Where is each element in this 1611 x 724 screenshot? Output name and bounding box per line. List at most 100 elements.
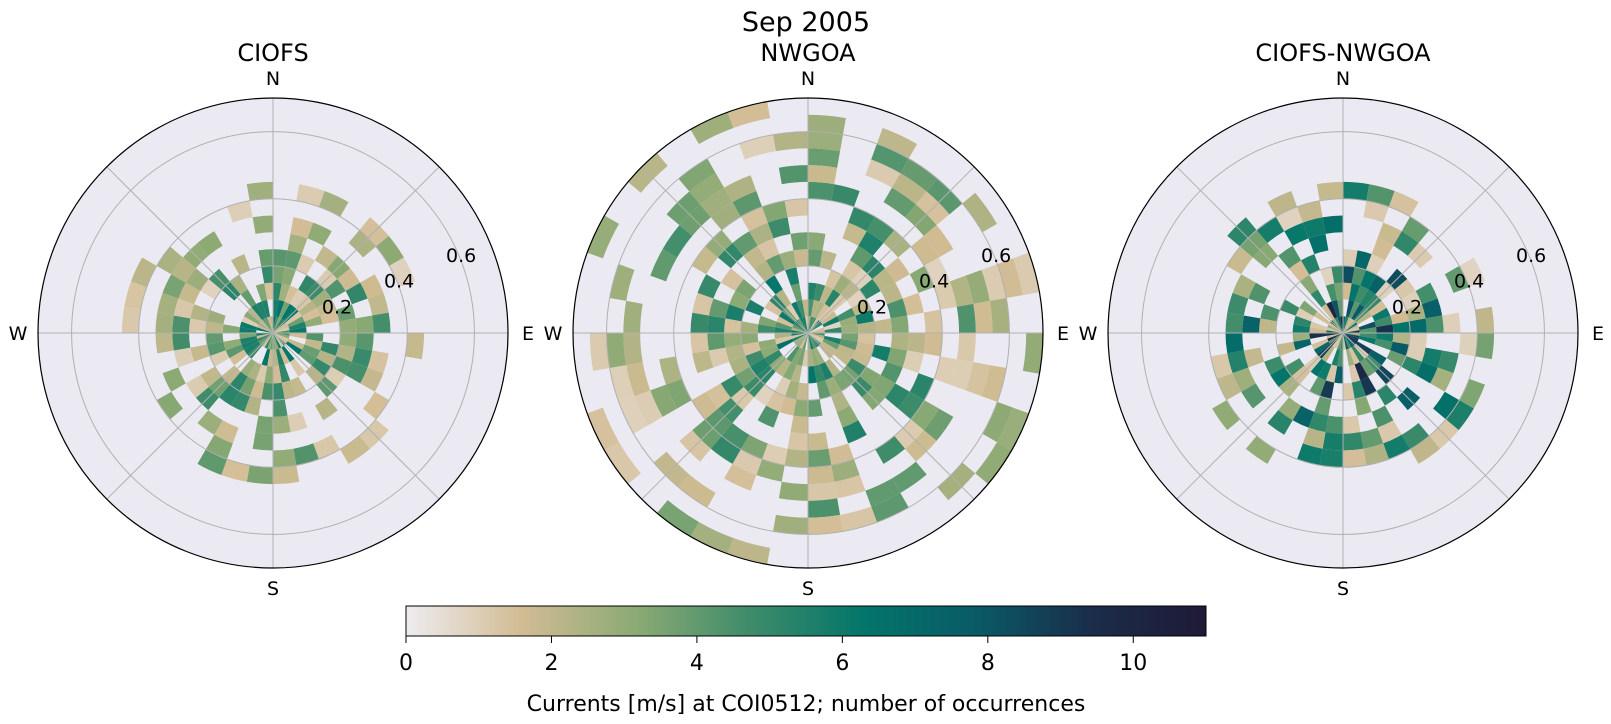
histogram-bin [710,435,741,464]
histogram-bin [250,380,265,400]
histogram-bin [278,364,291,383]
histogram-bin [1383,434,1411,460]
histogram-bin [1421,347,1443,368]
histogram-bin [1458,333,1478,357]
histogram-bin [281,303,295,321]
histogram-bin [831,184,860,207]
histogram-bin [173,347,195,368]
histogram-bin [1343,333,1346,350]
histogram-bin [221,459,250,482]
histogram-bin [848,206,876,232]
histogram-bin [720,268,744,292]
histogram-bin [1343,382,1355,401]
histogram-bin [650,384,678,417]
histogram-bin [732,231,758,256]
angular-grid-line [1342,166,1510,334]
histogram-bin [871,143,909,174]
histogram-bin [1406,344,1426,362]
histogram-bin [1337,349,1343,367]
histogram-bin [124,281,147,310]
histogram-bin [1390,341,1410,356]
radial-tick-label: 0.4 [1454,271,1484,293]
histogram-bin [720,374,744,398]
histogram-bin [808,333,814,350]
histogram-bin [1295,307,1314,322]
direction-label: W [1079,323,1098,345]
histogram-bin [813,283,826,302]
angular-grid-line [1176,332,1344,500]
histogram-bin [1343,316,1349,333]
histogram-bin [1297,200,1323,223]
histogram-bin [808,317,817,333]
histogram-bin [764,300,783,317]
histogram-bin [1331,265,1343,284]
histogram-bin [345,282,368,305]
histogram-bin [246,465,273,485]
histogram-bin [339,333,357,348]
histogram-bin [1316,181,1343,201]
histogram-bin [273,330,290,333]
histogram-bin [1386,350,1407,367]
histogram-bin [1337,299,1343,317]
histogram-bin [1309,327,1327,333]
histogram-bin [289,358,306,377]
histogram-bin [1442,312,1461,333]
histogram-bin [808,333,811,350]
histogram-bin [243,311,261,325]
histogram-bin [808,333,823,344]
histogram-bin [1475,333,1495,360]
direction-label: N [1336,68,1350,90]
histogram-bin [273,318,284,333]
histogram-bin [828,443,854,466]
histogram-bin [662,225,693,258]
histogram-bin [779,396,797,416]
histogram-bin [758,315,777,328]
histogram-bin [1368,300,1387,317]
histogram-bin [813,347,825,365]
histogram-bin [816,380,831,400]
histogram-bin [729,355,750,375]
colorbar-tick-label: 10 [1119,651,1147,676]
histogram-bin [290,376,307,397]
histogram-bin [1348,347,1360,365]
colorbar-gradient [405,605,1207,637]
histogram-bin [1232,274,1256,299]
histogram-bin [1332,318,1343,333]
histogram-bin [1401,355,1422,375]
histogram-bin [834,474,866,499]
histogram-bin [1343,316,1346,333]
histogram-bin [880,282,903,305]
histogram-bin [360,367,384,392]
histogram-bin [1430,367,1454,392]
histogram-bin [1293,315,1312,328]
histogram-bin [708,298,730,319]
histogram-bin [973,300,993,333]
histogram-bin [1359,333,1377,339]
histogram-bin [1243,347,1265,368]
histogram-bin [1270,366,1292,387]
histogram-bin [754,260,775,282]
histogram-bin [1013,252,1040,296]
histogram-bin [1343,333,1360,339]
histogram-bin [306,333,324,342]
histogram-bin [956,333,976,363]
histogram-bin [962,192,997,233]
histogram-bin [190,304,210,322]
histogram-bin [246,181,273,201]
histogram-bin [885,383,910,409]
histogram-bin [273,299,279,317]
histogram-bin [618,396,649,434]
histogram-bin [1343,322,1358,333]
histogram-bin [996,407,1029,451]
histogram-bin [1409,318,1427,333]
histogram-bin [626,362,651,397]
histogram-bin [1337,333,1343,350]
histogram-bin [883,187,916,218]
histogram-bin [872,374,896,398]
histogram-bin [692,292,714,316]
histogram-bin [287,233,308,255]
histogram-bin [1328,322,1343,333]
histogram-bin [1264,355,1285,375]
histogram-bin [162,367,186,392]
panel-title: NWGOA [760,39,856,67]
